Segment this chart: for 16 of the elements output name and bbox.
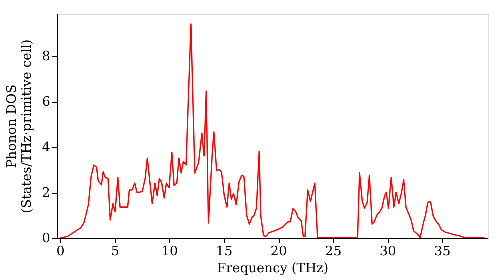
x-tick-label: 10 xyxy=(162,244,178,260)
x-tick-label: 20 xyxy=(270,244,288,260)
y-tick-label: 8 xyxy=(42,50,50,65)
x-tick-label: 5 xyxy=(111,244,120,260)
line-series xyxy=(60,24,486,238)
y-tick-label: 2 xyxy=(42,186,50,202)
y-tick-label: 4 xyxy=(42,140,50,156)
y-tick-label: 0 xyxy=(42,232,50,246)
x-tick-label: 0 xyxy=(56,244,65,260)
y-tick-label: 6 xyxy=(42,95,50,110)
x-tick-label: 15 xyxy=(216,244,233,260)
x-tick-label: 25 xyxy=(325,244,342,260)
x-tick-label: 30 xyxy=(380,244,396,260)
x-axis-title: Frequency (THz) xyxy=(217,262,329,276)
x-tick-label: 35 xyxy=(434,244,451,260)
y-axis-title: Phonon DOS (States/THz·primitive cell) xyxy=(5,39,36,214)
